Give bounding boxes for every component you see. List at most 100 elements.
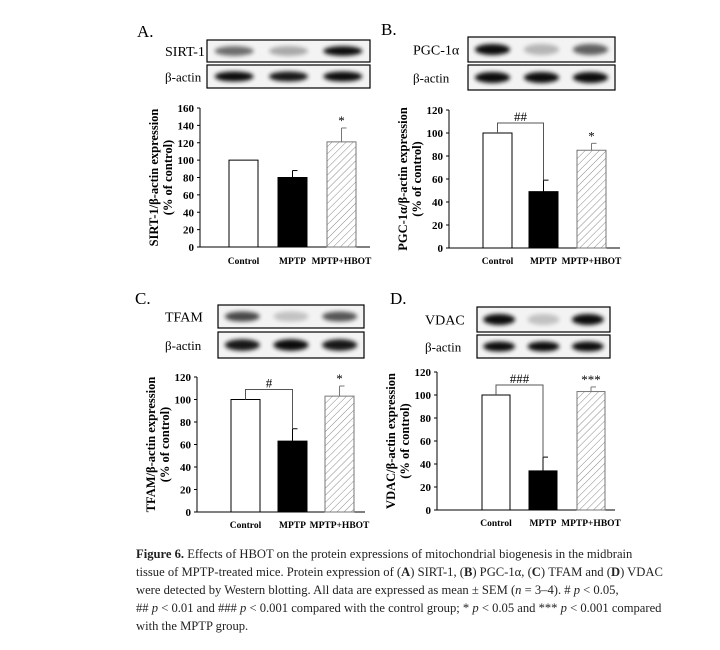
blot-band (571, 314, 604, 325)
y-tick-label: 80 (180, 417, 192, 429)
blot-band (527, 341, 560, 352)
blot-band (224, 311, 260, 322)
blot-band (323, 71, 363, 82)
y-tick-label: 40 (432, 197, 444, 209)
panel-a: A. SIRT-1 β-actin 0 20 40 60 80 100 120 140 160 SIRT… (137, 22, 372, 267)
significance-bracket (495, 384, 544, 458)
caption-text: < 0.001 compared with the control group;… (246, 601, 473, 615)
blot-label-actin: β-actin (425, 340, 462, 355)
y-tick-label: 40 (183, 207, 195, 219)
y-tick-label: 0 (426, 505, 432, 517)
blot-label-target: SIRT-1 (165, 45, 205, 60)
category-label: Control (230, 521, 262, 531)
y-tick-label: 100 (427, 128, 444, 140)
y-tick-label: 120 (178, 138, 195, 150)
panel-label: B. (381, 20, 397, 39)
y-tick-label: 140 (178, 120, 195, 132)
y-tick-label: 20 (180, 485, 192, 497)
y-tick-label: 20 (183, 225, 195, 237)
blot-band (572, 44, 609, 55)
significance-label: ### (510, 371, 530, 386)
y-axis-label: SIRT-1/β-actin expression (147, 109, 161, 247)
significance-bracket (245, 389, 293, 429)
caption-text: < 0.001 compared (566, 601, 662, 615)
bar-mptp-hbot (576, 149, 607, 249)
blot-label-target: PGC-1α (413, 44, 460, 59)
caption-text: n (515, 583, 522, 597)
caption-text: < 0.05, (580, 583, 619, 597)
y-tick-label: 80 (432, 151, 444, 163)
blot-band (214, 46, 254, 56)
blot-label-actin: β-actin (165, 70, 202, 85)
caption-line: tissue of MPTP-treated mice. Protein exp… (136, 563, 711, 581)
caption-text: were detected by Western blotting. All d… (136, 583, 516, 597)
significance-bracket (497, 122, 544, 181)
panel-d: D. VDAC β-actin 0 20 40 60 80 100 120 VDAC/β-actin… (384, 289, 622, 529)
y-tick-label: 0 (186, 507, 192, 519)
significance-star: *** (581, 372, 601, 387)
bar-mptp (277, 440, 308, 513)
caption-text: p (560, 601, 567, 615)
bar-mptp-hbot (576, 391, 606, 511)
bar-mptp-hbot (324, 395, 355, 513)
caption-text: ## (136, 601, 152, 615)
caption-text: C (531, 565, 541, 579)
caption-text: with the MPTP group. (136, 619, 249, 633)
y-axis-label: PGC-1α/β-actin expression (396, 107, 410, 251)
category-label: MPTP (530, 257, 557, 267)
category-label: MPTP+HBOT (312, 257, 372, 267)
significance-star: * (588, 128, 595, 143)
caption-text: p (573, 583, 580, 597)
caption-line: with the MPTP group. (136, 617, 711, 635)
panel-label: D. (390, 289, 407, 308)
figure-caption: Figure 6. Effects of HBOT on the protein… (136, 545, 711, 635)
y-tick-label: 40 (420, 459, 432, 471)
y-axis-label: (% of control) (161, 140, 175, 215)
y-tick-label: 20 (432, 220, 444, 232)
bar-mptp-hbot (326, 141, 357, 248)
y-tick-label: 60 (180, 440, 192, 452)
y-tick-label: 120 (427, 105, 444, 117)
blot-band (527, 314, 560, 325)
category-label: Control (482, 257, 514, 267)
y-tick-label: 120 (415, 367, 432, 379)
caption-text: ) TFAM and ( (540, 565, 611, 579)
category-label: MPTP (530, 519, 557, 529)
significance-star: * (338, 113, 345, 128)
significance-label: ## (514, 109, 528, 124)
caption-line: were detected by Western blotting. All d… (136, 581, 711, 599)
blot-band (323, 46, 363, 56)
y-axis-label: TFAM/β-actin expression (144, 377, 158, 513)
y-tick-label: 100 (415, 390, 432, 402)
caption-text: D (610, 565, 621, 579)
caption-text: p (240, 601, 247, 615)
bar-control (482, 132, 513, 249)
y-tick-label: 100 (175, 395, 192, 407)
y-tick-label: 80 (183, 173, 195, 185)
category-label: MPTP (279, 257, 306, 267)
caption-text: Effects of HBOT on the protein expressio… (184, 547, 633, 561)
category-label: Control (480, 519, 512, 529)
blot-label-target: VDAC (425, 314, 465, 329)
caption-line: Figure 6. Effects of HBOT on the protein… (136, 545, 711, 563)
panel-b: B. PGC-1α β-actin 0 20 40 60 80 100 120 PGC-1α/β-a… (381, 20, 622, 267)
caption-text: ) SIRT-1, ( (410, 565, 464, 579)
y-axis-label: (% of control) (158, 407, 172, 482)
y-axis-label: VDAC/β-actin expression (384, 373, 398, 509)
blot-band (523, 72, 560, 83)
caption-text: < 0.01 and ### (158, 601, 241, 615)
bar-control (481, 394, 511, 511)
blot-band (571, 341, 604, 352)
caption-text: < 0.05 and *** (478, 601, 561, 615)
caption-text: tissue of MPTP-treated mice. Protein exp… (136, 565, 402, 579)
bar-control (228, 159, 259, 248)
y-axis-label: (% of control) (410, 141, 424, 216)
blot-band (483, 314, 516, 325)
y-tick-label: 20 (420, 482, 432, 494)
bar-mptp (277, 177, 308, 248)
y-tick-label: 160 (178, 103, 195, 115)
panel-c: C. TFAM β-actin 0 20 40 60 80 100 120 TFAM/β-actin… (135, 289, 370, 531)
y-tick-label: 0 (438, 243, 444, 255)
blot-band (268, 46, 309, 56)
